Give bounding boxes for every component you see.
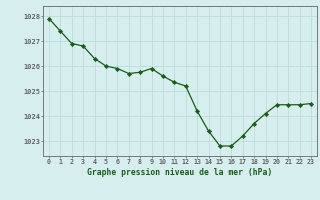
X-axis label: Graphe pression niveau de la mer (hPa): Graphe pression niveau de la mer (hPa)	[87, 168, 273, 177]
